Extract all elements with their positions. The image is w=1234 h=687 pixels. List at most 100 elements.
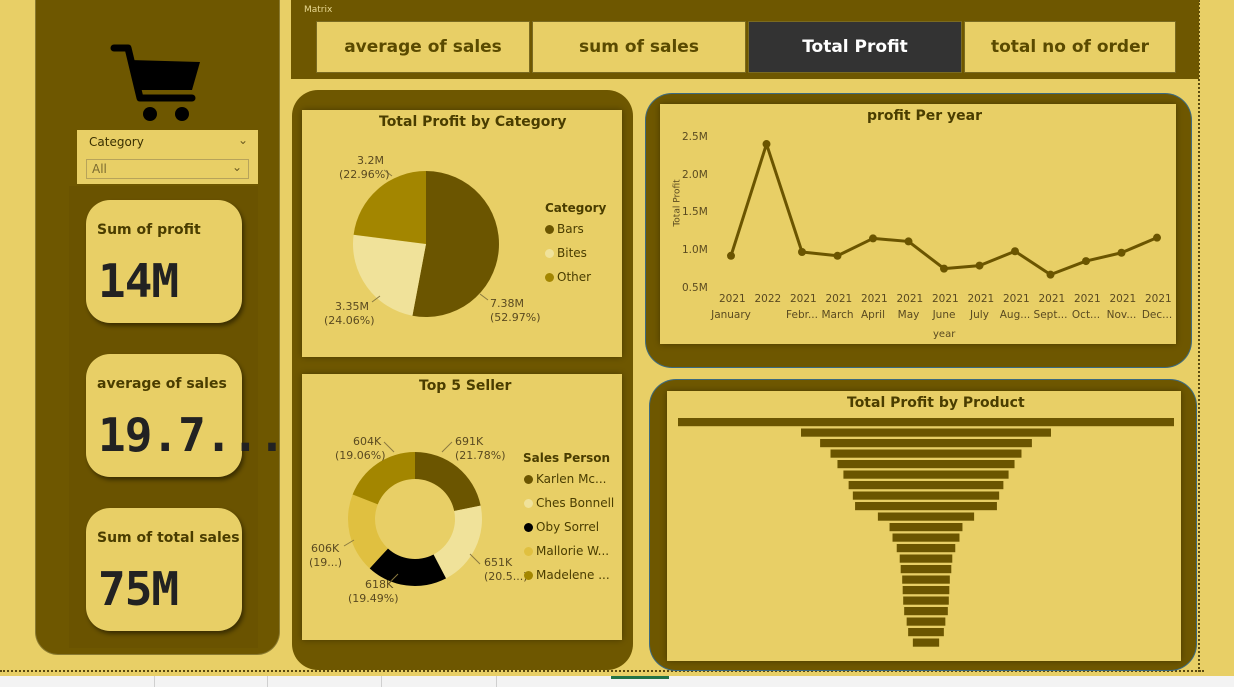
kpi-label: Sum of profit bbox=[97, 222, 201, 238]
legend-item[interactable]: Ches Bonnell bbox=[524, 496, 614, 510]
category-slicer[interactable]: Category ⌄ All ⌄ bbox=[77, 130, 258, 184]
pie-slice[interactable] bbox=[412, 171, 499, 317]
x-tick-year: 2022 bbox=[754, 293, 782, 305]
pie-slice[interactable] bbox=[415, 452, 481, 512]
profit-per-year-line-chart[interactable] bbox=[660, 104, 1176, 344]
funnel-bar[interactable] bbox=[903, 596, 949, 605]
funnel-bar[interactable] bbox=[912, 638, 940, 647]
category-dropdown[interactable]: All ⌄ bbox=[86, 159, 249, 179]
funnel-bar[interactable] bbox=[801, 428, 1051, 437]
data-point[interactable] bbox=[1117, 248, 1126, 257]
slice-data-percent: (19...) bbox=[309, 556, 343, 569]
funnel-bar[interactable] bbox=[889, 523, 963, 532]
average-of-sales-button[interactable]: average of sales bbox=[316, 21, 530, 73]
funnel-bar[interactable] bbox=[902, 575, 950, 584]
x-tick-month: Dec... bbox=[1141, 309, 1173, 321]
total-no-of-order-button[interactable]: total no of order bbox=[964, 21, 1176, 73]
matrix-label: Matrix bbox=[304, 5, 333, 15]
kpi-card-average-of-sales: average of sales 19.7... bbox=[86, 354, 286, 477]
funnel-bar[interactable] bbox=[908, 628, 944, 637]
data-point[interactable] bbox=[762, 140, 771, 149]
x-axis-title: year bbox=[933, 329, 956, 340]
top-seller-donut-chart[interactable] bbox=[302, 374, 622, 640]
data-point[interactable] bbox=[869, 234, 877, 243]
legend-dot bbox=[524, 474, 533, 484]
leader-line bbox=[441, 441, 453, 453]
legend-label: Other bbox=[557, 270, 592, 284]
funnel-bar[interactable] bbox=[678, 418, 1174, 427]
slice-data-percent: (19.06%) bbox=[335, 449, 386, 462]
legend-item[interactable]: Karlen Mc... bbox=[524, 472, 606, 486]
category-pie-chart[interactable] bbox=[302, 110, 622, 357]
funnel-bar[interactable] bbox=[906, 617, 946, 626]
x-tick-month: Febr... bbox=[786, 309, 818, 321]
funnel-bar[interactable] bbox=[900, 565, 952, 574]
total-profit-button[interactable]: Total Profit bbox=[748, 21, 962, 73]
funnel-bar[interactable] bbox=[843, 470, 1009, 479]
funnel-bar[interactable] bbox=[820, 439, 1032, 448]
funnel-bar[interactable] bbox=[904, 607, 948, 616]
sum-of-sales-button[interactable]: sum of sales bbox=[532, 21, 746, 73]
pie-slice[interactable] bbox=[352, 452, 415, 505]
legend-label: Madelene ... bbox=[536, 568, 610, 582]
slice-data-label: 3.35M bbox=[335, 300, 369, 313]
slice-data-label: 651K bbox=[484, 556, 513, 569]
data-point[interactable] bbox=[1046, 270, 1055, 279]
kpi-value: 19.7... bbox=[98, 408, 286, 462]
x-tick-month: Nov... bbox=[1106, 309, 1137, 321]
pie-slice[interactable] bbox=[353, 171, 426, 244]
funnel-bar[interactable] bbox=[837, 460, 1015, 469]
data-point[interactable] bbox=[798, 248, 806, 257]
legend-item[interactable]: Oby Sorrel bbox=[524, 520, 599, 534]
x-tick-month: Sept... bbox=[1033, 309, 1068, 321]
active-tab-indicator[interactable] bbox=[611, 676, 669, 679]
funnel-bar[interactable] bbox=[852, 491, 1000, 500]
pie-slice[interactable] bbox=[348, 494, 388, 569]
funnel-bar[interactable] bbox=[902, 586, 950, 595]
funnel-bar[interactable] bbox=[877, 512, 975, 521]
x-tick-year: 2021 bbox=[790, 293, 817, 305]
legend-item[interactable]: Bars bbox=[545, 222, 584, 236]
legend-item[interactable]: Bites bbox=[545, 246, 587, 260]
pie-slice[interactable] bbox=[353, 234, 426, 316]
legend-item[interactable]: Mallorie W... bbox=[524, 544, 609, 558]
slicer-selected-value: All bbox=[92, 162, 107, 176]
data-point[interactable] bbox=[1082, 257, 1090, 266]
slice-data-percent: (22.96%) bbox=[339, 168, 390, 181]
legend-item[interactable]: Madelene ... bbox=[524, 568, 610, 582]
data-point[interactable] bbox=[975, 261, 984, 270]
sheet-tab-strip bbox=[0, 676, 1234, 687]
x-tick-year: 2021 bbox=[1074, 293, 1101, 305]
canvas-right-border bbox=[1198, 0, 1204, 672]
funnel-bar[interactable] bbox=[892, 533, 960, 542]
leader-line bbox=[343, 539, 355, 547]
funnel-bar[interactable] bbox=[855, 502, 997, 511]
canvas-bottom-border bbox=[0, 670, 1204, 675]
leader-line bbox=[371, 295, 381, 303]
matrix-panel: Matrix average of sales sum of sales Tot… bbox=[291, 0, 1199, 79]
pie-slice[interactable] bbox=[369, 548, 447, 586]
data-point[interactable] bbox=[904, 237, 913, 246]
legend-label: Oby Sorrel bbox=[536, 520, 600, 534]
pie-slice[interactable] bbox=[433, 505, 482, 579]
funnel-bar[interactable] bbox=[896, 544, 956, 553]
x-tick-year: 2021 bbox=[967, 293, 995, 305]
legend-dot bbox=[524, 546, 533, 556]
profit-by-product-funnel-chart[interactable] bbox=[667, 391, 1181, 661]
data-point[interactable] bbox=[1153, 233, 1161, 242]
funnel-bar[interactable] bbox=[848, 481, 1004, 490]
legend-item[interactable]: Other bbox=[545, 270, 591, 284]
data-point[interactable] bbox=[1011, 247, 1019, 256]
slice-data-label: 604K bbox=[353, 435, 382, 448]
tab-divider bbox=[267, 676, 268, 687]
leader-line bbox=[383, 441, 395, 453]
data-point[interactable] bbox=[833, 251, 842, 260]
tab-divider bbox=[154, 676, 155, 687]
chevron-down-icon[interactable]: ⌄ bbox=[237, 133, 248, 147]
funnel-bar[interactable] bbox=[830, 449, 1022, 458]
data-point[interactable] bbox=[940, 264, 948, 273]
profit-by-product-card: Total Profit by Product bbox=[667, 391, 1181, 661]
data-point[interactable] bbox=[727, 251, 735, 260]
funnel-bar[interactable] bbox=[899, 554, 953, 563]
chevron-down-icon[interactable]: ⌄ bbox=[231, 160, 242, 174]
